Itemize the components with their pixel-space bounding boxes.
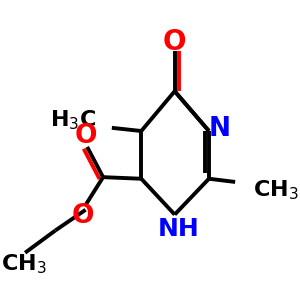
Text: H$_3$C: H$_3$C [50, 108, 96, 132]
Text: O: O [71, 203, 94, 229]
Text: CH$_3$: CH$_3$ [1, 253, 46, 277]
Text: N: N [209, 116, 231, 142]
Text: O: O [74, 123, 97, 149]
Text: NH: NH [158, 217, 200, 241]
Text: O: O [163, 28, 186, 56]
Text: CH$_3$: CH$_3$ [254, 178, 299, 202]
